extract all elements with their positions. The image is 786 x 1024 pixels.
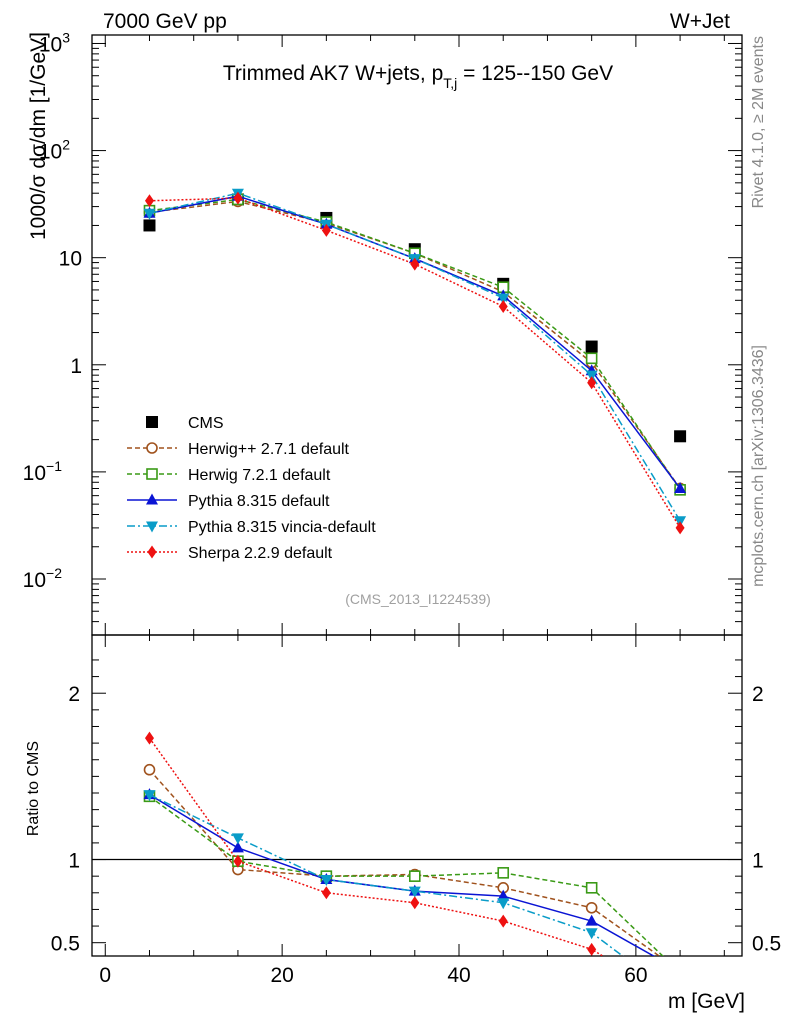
ratio-series-line bbox=[149, 795, 664, 956]
data-point bbox=[144, 194, 154, 208]
data-point bbox=[585, 370, 598, 382]
chart-title: Trimmed AK7 W+jets, pT,j = 125--150 GeV bbox=[223, 62, 613, 91]
legend-entry-herwig-2-7-1-default: Herwig++ 2.7.1 default bbox=[127, 441, 350, 458]
ratio-data-point bbox=[585, 901, 598, 914]
ratio-data-point bbox=[585, 928, 598, 940]
legend-marker bbox=[146, 493, 158, 505]
legend-entry-pythia-8-315-default: Pythia 8.315 default bbox=[127, 493, 330, 510]
y-tick-label: 103 bbox=[39, 29, 70, 56]
ratio-data-point bbox=[231, 833, 244, 845]
y-tick-label: 10 bbox=[59, 248, 82, 271]
y-tick-label: 10−2 bbox=[23, 565, 63, 592]
data-point bbox=[143, 219, 156, 232]
data-point bbox=[321, 223, 331, 237]
legend-label: Herwig++ 2.7.1 default bbox=[188, 441, 350, 458]
ratio-plot-panel: 0 20 40 60 0.5 0.5 1 1 2 2 Ratio to CMS m [GeV] bbox=[25, 634, 781, 1013]
ratio-y-tick-label-right: 2 bbox=[752, 683, 764, 706]
ratio-data-point bbox=[143, 790, 156, 802]
ratio-y-tick-label-right: 1 bbox=[752, 850, 764, 873]
ratio-data-point bbox=[144, 731, 154, 745]
ratio-series-herwig-2-7-1-default bbox=[143, 763, 685, 976]
ratio-series-line bbox=[149, 794, 656, 956]
ratio-data-point bbox=[233, 854, 243, 868]
ratio-data-point bbox=[408, 886, 421, 898]
legend-label: Pythia 8.315 vincia-default bbox=[188, 519, 376, 536]
data-point bbox=[498, 300, 508, 314]
legend-entry-herwig-7-2-1-default: Herwig 7.2.1 default bbox=[127, 467, 331, 484]
legend-marker bbox=[146, 468, 158, 480]
legend-entry-pythia-8-315-vincia-default: Pythia 8.315 vincia-default bbox=[127, 519, 376, 536]
ratio-data-point bbox=[410, 896, 420, 910]
data-point bbox=[674, 430, 687, 443]
y-tick-label: 1 bbox=[70, 355, 82, 378]
ratio-data-point bbox=[675, 966, 685, 976]
data-point bbox=[233, 191, 243, 205]
ratio-data-point bbox=[585, 882, 598, 894]
ratio-data-point bbox=[497, 898, 510, 910]
legend-label: Sherpa 2.2.9 default bbox=[188, 545, 333, 562]
ratio-data-point bbox=[231, 841, 244, 853]
mcplots-source-label: mcplots.cern.ch [arXiv:1306.3436] bbox=[750, 345, 767, 587]
legend-label: CMS bbox=[188, 415, 224, 432]
data-point bbox=[674, 481, 687, 493]
series-sherpa-2-2-9-default bbox=[144, 191, 685, 535]
legend-marker bbox=[146, 416, 158, 428]
data-point bbox=[585, 352, 598, 365]
ratio-data-point bbox=[675, 968, 685, 978]
data-point bbox=[410, 257, 420, 271]
ratio-y-tick-label: 0.5 bbox=[51, 933, 80, 956]
legend-marker bbox=[146, 521, 158, 533]
x-tick-label: 40 bbox=[447, 964, 470, 987]
x-axis-label: m [GeV] bbox=[668, 990, 745, 1013]
legend-label: Herwig 7.2.1 default bbox=[188, 467, 331, 484]
legend-entry-sherpa-2-2-9-default: Sherpa 2.2.9 default bbox=[127, 545, 333, 562]
legend-marker bbox=[147, 545, 157, 559]
main-plot-panel: 10−2 10−1 1 10 102 103 Trimmed AK7 W+jets, pT,… bbox=[23, 29, 743, 636]
process-label: W+Jet bbox=[670, 10, 730, 33]
x-tick-label: 20 bbox=[270, 964, 293, 987]
ratio-y-tick-label-right: 0.5 bbox=[752, 933, 781, 956]
ratio-series-sherpa-2-2-9-default bbox=[144, 731, 605, 956]
ratio-data-point bbox=[498, 914, 508, 928]
ratio-data-point bbox=[585, 914, 598, 926]
ratio-data-point bbox=[321, 886, 331, 900]
y-axis-label: 1000/σ dσ/dm [1/GeV] bbox=[27, 32, 50, 240]
collision-label: 7000 GeV pp bbox=[103, 10, 227, 33]
ratio-series-herwig-7-2-1-default bbox=[143, 790, 685, 978]
legend: CMS Herwig++ 2.7.1 default Herwig 7.2.1 de… bbox=[127, 415, 376, 562]
data-point bbox=[585, 340, 598, 353]
rivet-version-label: Rivet 4.1.0, ≥ 2M events bbox=[750, 36, 767, 208]
ratio-y-axis-label: Ratio to CMS bbox=[25, 741, 42, 836]
ratio-data-point bbox=[497, 889, 510, 901]
x-tick-label: 0 bbox=[99, 964, 111, 987]
ratio-data-point bbox=[497, 867, 510, 879]
ratio-data-point bbox=[143, 763, 156, 776]
legend-marker bbox=[146, 442, 158, 454]
ratio-data-point bbox=[587, 942, 597, 956]
y-tick-label: 102 bbox=[39, 137, 70, 164]
data-point bbox=[675, 521, 685, 535]
analysis-id-label: (CMS_2013_I1224539) bbox=[345, 591, 491, 607]
ratio-data-point bbox=[320, 874, 333, 886]
data-point bbox=[143, 208, 156, 220]
legend-entry-cms: CMS bbox=[146, 415, 224, 432]
ratio-y-tick-label: 1 bbox=[68, 850, 80, 873]
ratio-y-tick-label: 2 bbox=[68, 683, 80, 706]
ratio-data-point bbox=[408, 870, 421, 882]
ratio-data-point bbox=[674, 964, 686, 975]
y-tick-label: 10−1 bbox=[23, 458, 63, 485]
ratio-series-pythia-8-315-vincia-default bbox=[143, 790, 624, 956]
ratio-plot-frame bbox=[91, 634, 743, 957]
data-point bbox=[497, 293, 510, 305]
legend-label: Pythia 8.315 default bbox=[188, 493, 330, 510]
x-tick-label: 60 bbox=[624, 964, 647, 987]
data-point bbox=[587, 376, 597, 390]
